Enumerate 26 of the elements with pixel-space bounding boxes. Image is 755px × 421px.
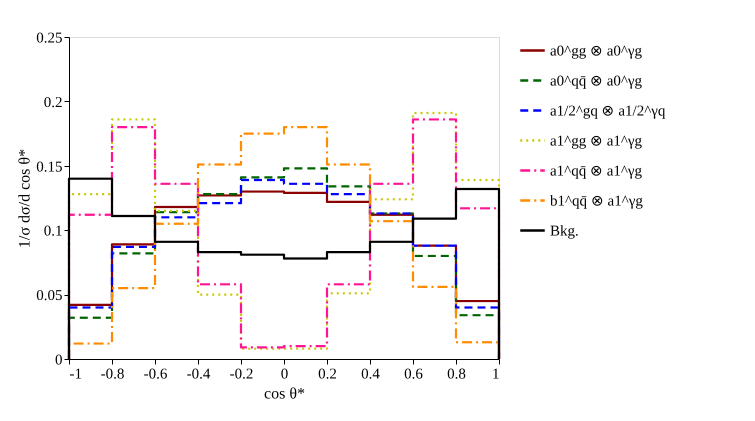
x-tick-label: -0.2 <box>230 366 254 382</box>
legend-label: a1^gg ⊗ a1^γg <box>550 134 643 150</box>
x-tick-label: -1 <box>70 366 82 382</box>
x-tick-label: -0.6 <box>144 366 168 382</box>
x-tick-label: 0 <box>280 366 288 382</box>
legend-label: a1^qq̄ ⊗ a1^γg <box>550 164 643 180</box>
y-tick-label: 0 <box>55 352 62 368</box>
y-tick-label: 0.15 <box>36 159 62 176</box>
y-tick-label: 0.25 <box>36 30 62 46</box>
y-axis-title: 1/σ dσ/d cos θ* <box>16 148 34 248</box>
y-tick-label: 0.1 <box>44 224 62 240</box>
x-tick-label: 0.4 <box>361 366 380 382</box>
legend-label: a0^qq̄ ⊗ a0^γg <box>550 74 643 90</box>
legend-label: Bkg. <box>550 224 579 240</box>
x-tick-label: -0.4 <box>186 366 211 382</box>
legend-label: b1^qq̄ ⊗ a1^γg <box>550 194 644 210</box>
legend-label: a0^gg ⊗ a0^γg <box>550 44 643 60</box>
y-tick-label: 0.2 <box>44 94 62 111</box>
x-axis-title: cos θ* <box>264 386 305 402</box>
y-tick-label: 0.05 <box>36 288 62 304</box>
legend-label: a1/2^gq ⊗ a1/2^γq <box>550 104 666 120</box>
x-tick-label: -0.8 <box>100 366 124 382</box>
x-tick-label: 0.2 <box>318 366 337 382</box>
x-tick-label: 0.6 <box>404 366 424 382</box>
x-tick-label: 0.8 <box>447 366 466 382</box>
x-tick-label: 1 <box>492 366 500 382</box>
